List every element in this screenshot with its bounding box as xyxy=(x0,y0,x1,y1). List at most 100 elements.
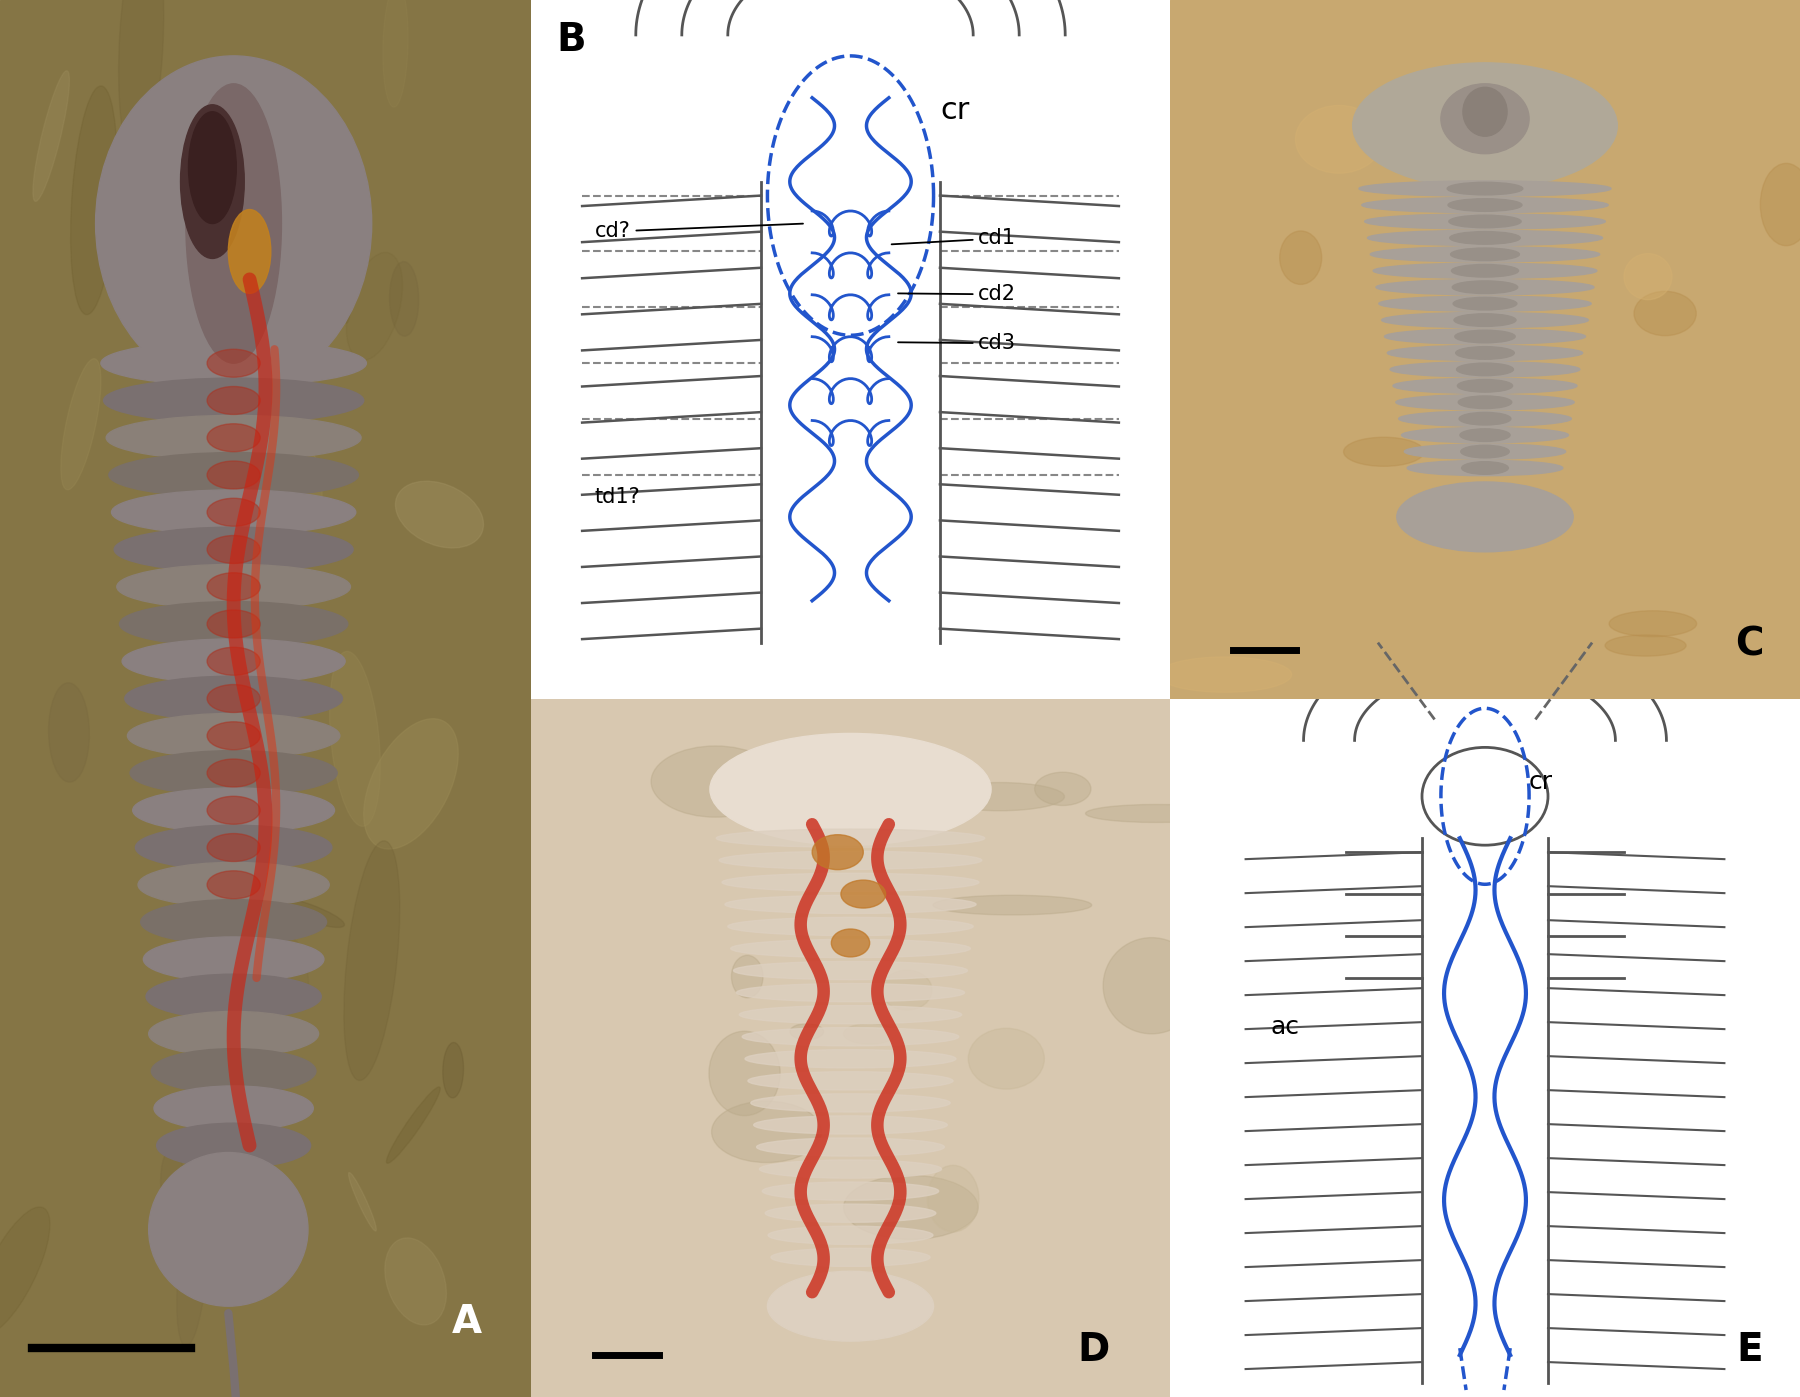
Ellipse shape xyxy=(1451,249,1519,261)
Ellipse shape xyxy=(1449,232,1521,244)
Ellipse shape xyxy=(1399,411,1571,426)
Text: B: B xyxy=(556,21,587,59)
Ellipse shape xyxy=(286,939,308,1006)
Ellipse shape xyxy=(160,1150,189,1241)
Ellipse shape xyxy=(1343,437,1424,467)
Ellipse shape xyxy=(32,71,70,201)
Ellipse shape xyxy=(207,535,261,563)
Ellipse shape xyxy=(790,1024,824,1039)
Text: cd?: cd? xyxy=(594,222,803,242)
Text: D: D xyxy=(1076,1331,1109,1369)
Ellipse shape xyxy=(207,759,261,787)
Ellipse shape xyxy=(1402,427,1568,443)
Ellipse shape xyxy=(1035,773,1091,806)
Ellipse shape xyxy=(207,834,261,862)
Ellipse shape xyxy=(716,828,985,847)
Ellipse shape xyxy=(727,918,974,936)
Ellipse shape xyxy=(185,84,281,363)
Text: cd2: cd2 xyxy=(898,285,1017,305)
Ellipse shape xyxy=(1451,264,1519,277)
Ellipse shape xyxy=(968,1028,1044,1090)
Ellipse shape xyxy=(140,900,326,944)
Ellipse shape xyxy=(207,423,261,451)
Ellipse shape xyxy=(720,851,981,869)
Ellipse shape xyxy=(763,1182,938,1200)
Ellipse shape xyxy=(742,1028,959,1046)
Ellipse shape xyxy=(1460,412,1510,425)
Ellipse shape xyxy=(207,610,261,638)
Ellipse shape xyxy=(745,1049,956,1067)
Ellipse shape xyxy=(272,897,344,928)
Ellipse shape xyxy=(812,835,864,869)
Ellipse shape xyxy=(1422,747,1548,845)
Ellipse shape xyxy=(740,1006,961,1024)
Ellipse shape xyxy=(207,499,261,527)
Text: A: A xyxy=(452,1303,482,1341)
Ellipse shape xyxy=(49,683,90,782)
Ellipse shape xyxy=(711,1101,821,1162)
Ellipse shape xyxy=(1453,281,1517,293)
Ellipse shape xyxy=(70,87,117,314)
Ellipse shape xyxy=(151,1049,317,1094)
Ellipse shape xyxy=(135,826,331,870)
Ellipse shape xyxy=(1375,279,1595,295)
Ellipse shape xyxy=(1760,163,1800,246)
Ellipse shape xyxy=(934,782,1064,810)
Ellipse shape xyxy=(389,261,419,337)
Ellipse shape xyxy=(207,573,261,601)
Ellipse shape xyxy=(387,1087,441,1164)
Ellipse shape xyxy=(1408,461,1562,475)
Ellipse shape xyxy=(1395,394,1575,409)
Ellipse shape xyxy=(1373,263,1597,278)
Ellipse shape xyxy=(1354,63,1618,189)
Ellipse shape xyxy=(344,841,400,1080)
Ellipse shape xyxy=(383,0,409,108)
Ellipse shape xyxy=(149,1153,308,1306)
Ellipse shape xyxy=(932,895,1091,915)
Ellipse shape xyxy=(769,1227,932,1245)
Ellipse shape xyxy=(122,638,346,683)
Ellipse shape xyxy=(119,602,347,647)
Ellipse shape xyxy=(1624,254,1672,300)
Ellipse shape xyxy=(1458,380,1512,393)
Ellipse shape xyxy=(104,379,364,423)
Ellipse shape xyxy=(1458,395,1512,408)
Ellipse shape xyxy=(396,481,484,548)
Ellipse shape xyxy=(331,172,351,323)
Ellipse shape xyxy=(1447,183,1523,194)
Ellipse shape xyxy=(157,1123,311,1168)
Ellipse shape xyxy=(760,1160,941,1178)
Ellipse shape xyxy=(133,788,335,833)
Ellipse shape xyxy=(128,714,340,759)
Ellipse shape xyxy=(1384,328,1586,344)
Ellipse shape xyxy=(180,105,245,258)
Ellipse shape xyxy=(207,685,261,712)
Ellipse shape xyxy=(1449,215,1521,228)
Ellipse shape xyxy=(1463,87,1507,137)
Text: C: C xyxy=(1735,626,1764,664)
Ellipse shape xyxy=(1280,231,1321,285)
Ellipse shape xyxy=(754,1116,947,1134)
Ellipse shape xyxy=(1462,446,1508,458)
Ellipse shape xyxy=(1103,937,1201,1034)
Ellipse shape xyxy=(1404,444,1566,460)
Ellipse shape xyxy=(124,676,342,721)
Text: cd1: cd1 xyxy=(891,229,1017,249)
Ellipse shape xyxy=(0,1207,50,1336)
Ellipse shape xyxy=(1379,296,1591,312)
Ellipse shape xyxy=(1454,314,1516,327)
Ellipse shape xyxy=(1456,363,1514,376)
Ellipse shape xyxy=(207,870,261,898)
Ellipse shape xyxy=(1157,657,1292,693)
Ellipse shape xyxy=(1447,198,1523,211)
Text: E: E xyxy=(1737,1331,1762,1369)
Ellipse shape xyxy=(1606,636,1687,657)
Ellipse shape xyxy=(770,1249,931,1266)
Ellipse shape xyxy=(882,970,932,1010)
Text: cd3: cd3 xyxy=(898,334,1017,353)
Ellipse shape xyxy=(364,718,459,849)
Ellipse shape xyxy=(176,1203,207,1347)
Ellipse shape xyxy=(130,750,337,795)
Ellipse shape xyxy=(736,983,965,1002)
Ellipse shape xyxy=(709,1031,779,1116)
